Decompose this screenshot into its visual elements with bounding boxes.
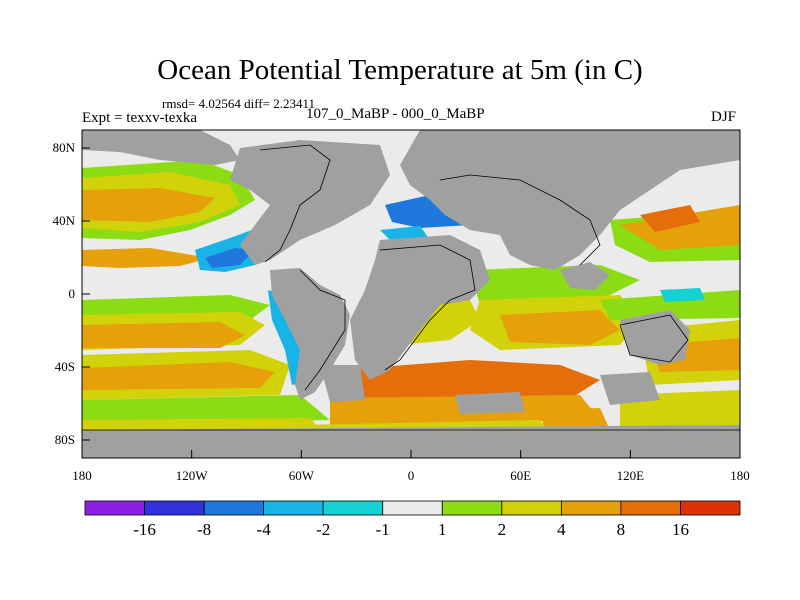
colorbar-swatch	[382, 500, 443, 516]
field-region	[82, 248, 210, 268]
plot-title: Ocean Potential Temperature at 5m (in C)	[157, 54, 643, 86]
x-tick-label: 120W	[176, 468, 209, 483]
x-tick-label: 60E	[510, 468, 531, 483]
field-region	[620, 205, 740, 250]
land-region	[600, 372, 660, 405]
season-label: DJF	[711, 109, 737, 125]
axis-ticks	[81, 147, 741, 458]
y-tick-label: 80S	[55, 432, 75, 447]
field-region	[500, 310, 620, 345]
experiment-label: Expt = texxv-texka	[82, 110, 198, 126]
y-tick-label: 40S	[55, 359, 75, 374]
colorbar-swatch	[501, 500, 562, 516]
x-tick-label: 120E	[617, 468, 645, 483]
field-region	[600, 290, 740, 320]
experiment-diff-label: 107_0_MaBP - 000_0_MaBP	[306, 106, 485, 122]
map-field	[82, 130, 740, 458]
colorbar-swatch	[84, 500, 145, 516]
colorbar-label: -16	[133, 520, 156, 539]
land-region	[560, 262, 610, 290]
land-region	[350, 235, 490, 380]
colorbar-swatch	[620, 500, 681, 516]
y-tick-label: 0	[69, 286, 76, 301]
x-tick-label: 60W	[289, 468, 315, 483]
land-region	[455, 392, 525, 414]
field-region	[82, 395, 330, 425]
land-region	[620, 310, 690, 365]
colorbar-label: 8	[617, 520, 626, 539]
colorbar-swatch	[322, 500, 384, 516]
land-region	[320, 365, 365, 402]
colorbar-label: -8	[197, 520, 211, 539]
x-tick-label: 0	[408, 468, 415, 483]
field-region	[205, 248, 255, 268]
field-region	[82, 322, 245, 348]
colorbar-swatch	[203, 500, 265, 516]
colorbar-swatch	[680, 500, 741, 516]
colorbar-label: 4	[557, 520, 566, 539]
land-region	[82, 130, 240, 165]
colorbar-swatch	[144, 500, 205, 516]
colorbar-swatch	[560, 500, 622, 516]
land-region	[230, 140, 390, 265]
colorbar: -16 -8 -4 -2 -1 1 2 4 8 16	[84, 500, 741, 539]
land-region	[82, 425, 740, 458]
colorbar-label: 2	[498, 520, 507, 539]
colorbar-swatch	[441, 500, 503, 516]
colorbar-label: 16	[672, 520, 689, 539]
y-tick-label: 40N	[53, 213, 76, 228]
stats-text: rmsd= 4.02564 diff= 2.23411	[162, 96, 315, 111]
field-region	[640, 205, 700, 232]
field-region	[660, 288, 705, 302]
x-tick-label: 180	[72, 468, 92, 483]
colorbar-label: 1	[438, 520, 447, 539]
colorbar-label: -1	[376, 520, 390, 539]
colorbar-label: -2	[316, 520, 330, 539]
field-region	[540, 408, 610, 432]
colorbar-swatch	[263, 500, 324, 516]
coastline	[82, 144, 740, 431]
field-region	[82, 188, 215, 222]
x-tick-label: 180	[730, 468, 750, 483]
land-region	[400, 130, 740, 270]
colorbar-label: -4	[257, 520, 272, 539]
y-tick-label: 80N	[53, 140, 76, 155]
field-region	[82, 362, 275, 390]
